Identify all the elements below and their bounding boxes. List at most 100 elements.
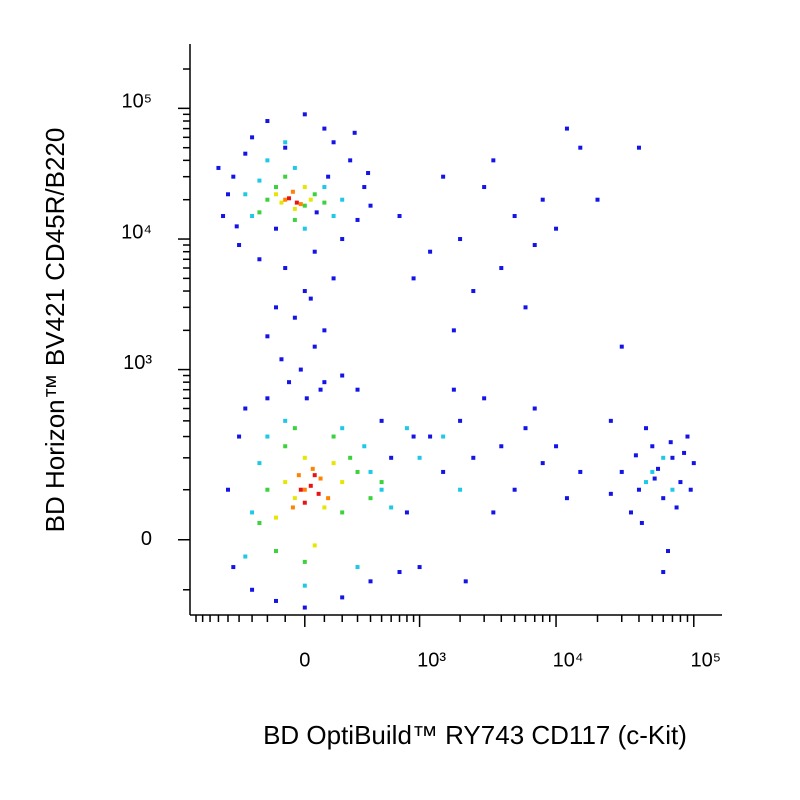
data-point [411,276,416,281]
data-point [441,174,446,179]
data-point [482,185,487,190]
data-point [471,455,476,460]
data-point [322,185,327,190]
data-point [225,192,230,197]
data-point [283,140,288,145]
data-point [250,587,255,592]
x-tick-label: 10³ [417,649,446,671]
data-point [331,434,336,439]
data-point [379,418,384,423]
y-tick-label: 0 [141,528,152,550]
data-point [404,426,409,431]
data-point [290,505,295,510]
data-point [688,487,693,492]
data-point [274,598,279,603]
data-point [619,469,624,474]
data-point [265,158,270,163]
x-tick-label: 10⁴ [553,649,584,671]
data-point [265,434,270,439]
data-point [308,197,313,202]
data-point [340,426,345,431]
data-point [650,444,655,449]
data-point [243,406,248,411]
data-point [540,461,545,466]
data-point [304,396,309,401]
data-point [294,200,299,205]
data-point [265,487,270,492]
data-point [287,380,292,385]
data-point [302,487,307,492]
data-point [283,418,288,423]
data-point [243,151,248,156]
data-point [308,296,313,301]
x-axis-title: BD OptiBuild™ RY743 CD117 (c-Kit) [263,720,687,750]
data-point [691,461,696,466]
data-point [279,357,284,362]
data-point [331,461,336,466]
data-point [532,243,537,248]
data-point [283,174,288,179]
data-point [441,469,446,474]
data-point [512,214,517,219]
data-point [237,243,242,248]
data-point [368,203,373,208]
data-point [554,226,559,231]
data-point [302,226,307,231]
data-point [523,305,528,310]
y-axis-title: BD Horizon™ BV421 CD45R/B220 [40,128,70,533]
data-point [298,487,303,492]
data-point [257,257,262,262]
data-point [265,197,270,202]
data-point [389,505,394,510]
data-point [441,434,446,439]
data-point [404,510,409,515]
data-point [674,505,679,510]
data-point [326,496,331,501]
data-point [292,165,297,170]
data-point [318,476,323,481]
data-point [523,426,528,431]
data-point [292,217,297,222]
data-point [644,480,649,485]
data-point [685,434,690,439]
data-point [274,305,279,310]
data-point [564,126,569,131]
data-point [302,583,307,588]
data-point [355,387,360,392]
data-point [302,289,307,294]
data-point [428,434,433,439]
data-point [666,549,671,554]
data-point [216,165,221,170]
data-point [322,126,327,131]
data-point [389,455,394,460]
data-point [257,520,262,525]
data-point [417,565,422,570]
data-point [670,487,675,492]
data-point [340,237,345,242]
data-point [312,543,317,548]
data-point [636,487,641,492]
data-point [499,266,504,271]
data-point [540,197,545,202]
data-point [316,491,321,496]
data-point [312,473,317,478]
data-point [682,450,687,455]
data-point [312,192,317,197]
data-point [368,579,373,584]
data-point [318,387,323,392]
data-point [608,418,613,423]
data-point [340,480,345,485]
data-point [491,510,496,515]
data-point [322,380,327,385]
data-point [302,500,307,505]
data-point [292,496,297,501]
data-point [652,476,657,481]
data-point [362,185,367,190]
data-point [458,418,463,423]
y-tick-label: 10⁴ [121,221,152,243]
data-point [283,266,288,271]
data-point [283,197,288,202]
data-point [292,426,297,431]
data-point [639,520,644,525]
